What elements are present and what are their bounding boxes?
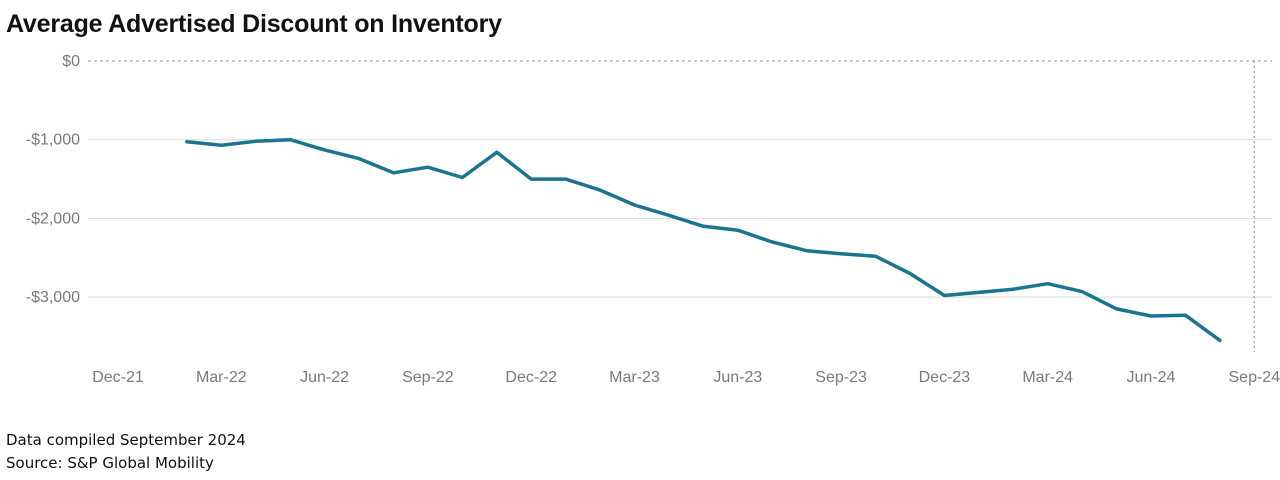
data-point xyxy=(219,143,223,147)
data-point xyxy=(391,171,396,175)
x-tick-label: Mar-23 xyxy=(609,369,660,386)
data-point xyxy=(805,249,809,253)
data-point xyxy=(701,224,705,228)
data-point xyxy=(839,252,843,256)
x-axis-labels: Dec-21 Mar-22 Jun-22 Sep-22 Dec-22 Mar-23 Jun-… xyxy=(92,369,1280,386)
x-tick-label: Dec-23 xyxy=(919,369,971,386)
x-tick-label: Jun-23 xyxy=(713,369,762,386)
source-note: Source: S&P Global Mobility xyxy=(6,454,214,472)
data-point xyxy=(1218,338,1222,342)
x-tick-label: Sep-22 xyxy=(402,369,454,386)
data-point xyxy=(873,254,878,258)
data-point xyxy=(1114,307,1119,311)
data-point xyxy=(529,177,533,181)
data-point xyxy=(736,228,740,232)
x-tick-label: Sep-24 xyxy=(1229,369,1280,386)
data-compiled-note: Data compiled September 2024 xyxy=(6,431,246,449)
y-tick-label: $0 xyxy=(62,53,80,70)
data-point xyxy=(495,150,499,154)
y-tick-label: -$1,000 xyxy=(26,132,80,149)
data-point xyxy=(254,139,258,143)
data-point xyxy=(1149,314,1153,318)
y-tick-label: -$3,000 xyxy=(26,289,80,306)
data-point xyxy=(908,271,912,276)
data-point xyxy=(357,156,361,161)
data-point xyxy=(977,290,981,294)
x-tick-label: Jun-24 xyxy=(1127,369,1176,386)
data-point xyxy=(1046,282,1050,286)
x-tick-label: Mar-24 xyxy=(1022,369,1073,386)
series-line xyxy=(185,137,1222,343)
data-point xyxy=(323,148,327,152)
x-tick-label: Dec-22 xyxy=(505,369,557,386)
x-tick-label: Dec-21 xyxy=(92,369,144,386)
data-point xyxy=(564,177,568,181)
data-point xyxy=(426,165,430,169)
data-point xyxy=(1080,289,1084,294)
data-point xyxy=(667,213,671,217)
data-point xyxy=(288,138,292,142)
data-point xyxy=(185,140,189,144)
data-point xyxy=(598,188,602,192)
data-point xyxy=(1183,313,1188,317)
data-point xyxy=(770,240,774,244)
data-point xyxy=(942,293,947,298)
gridlines xyxy=(88,60,1272,298)
x-tick-label: Sep-23 xyxy=(815,369,867,386)
y-axis-labels: $0 -$1,000 -$2,000 -$3,000 xyxy=(26,53,80,306)
data-point xyxy=(632,203,637,207)
x-tick-label: Jun-22 xyxy=(300,369,349,386)
y-tick-label: -$2,000 xyxy=(26,210,80,227)
data-points xyxy=(185,138,1222,342)
data-point xyxy=(1011,287,1015,291)
chart-title: Average Advertised Discount on Inventory xyxy=(6,10,502,38)
x-tick-label: Mar-22 xyxy=(196,369,247,386)
data-point xyxy=(460,175,464,180)
